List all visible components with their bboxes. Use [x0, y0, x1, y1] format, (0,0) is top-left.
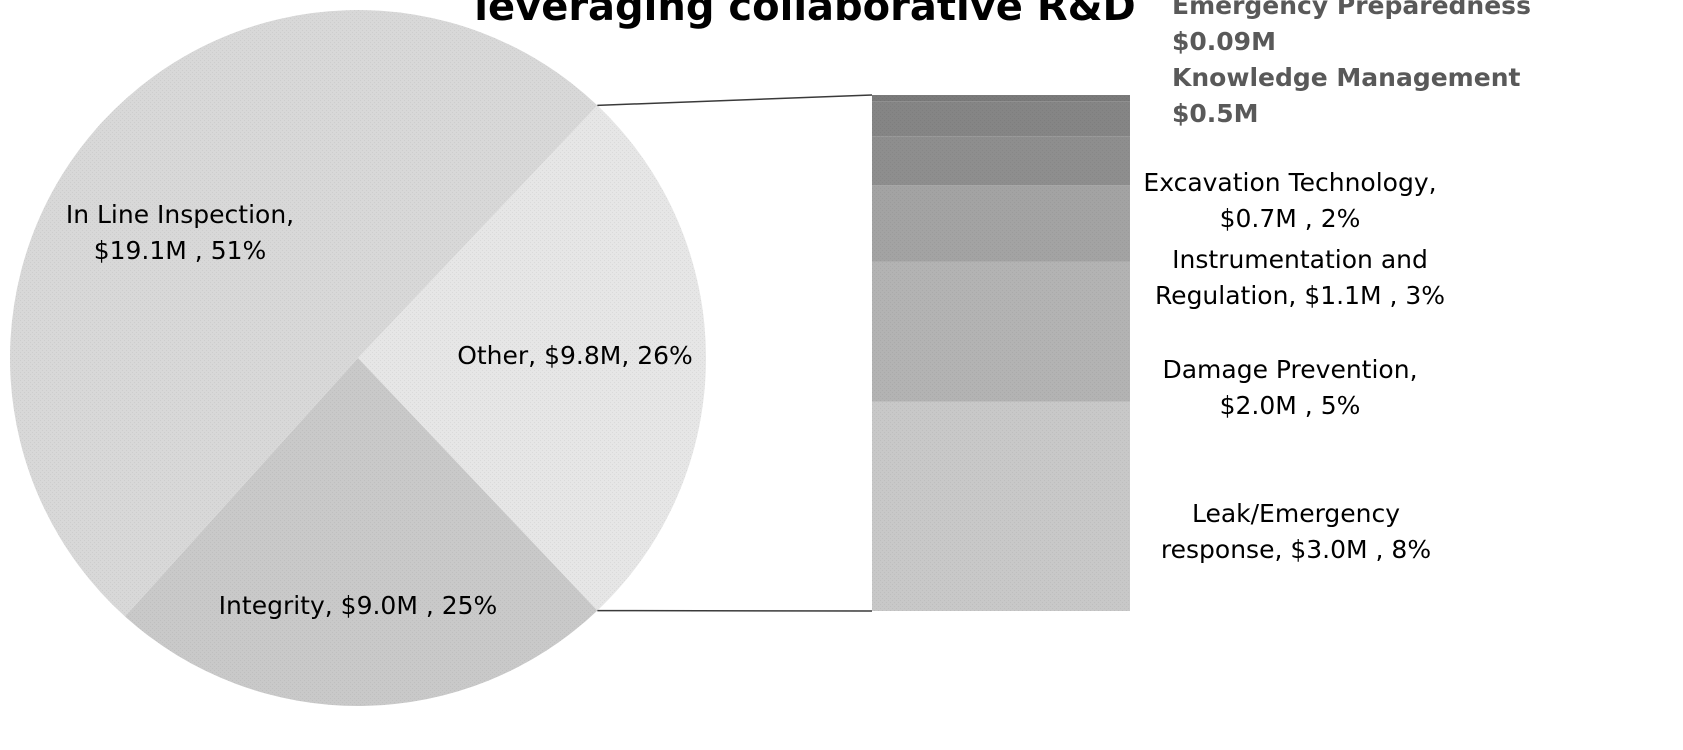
- connector-line-top: [597, 94, 873, 107]
- pie-slice-texture: [358, 105, 706, 611]
- connector-lines: [597, 94, 873, 612]
- pie-label-integrity: Integrity, $9.0M , 25%: [219, 591, 498, 620]
- bar-label-damage-prevention: Damage Prevention, $2.0M , 5%: [1162, 355, 1417, 420]
- chart-title: leveraging collaborative R&D: [474, 0, 1135, 30]
- bar-texture: [872, 95, 1130, 611]
- pie-label-other: Other, $9.8M, 26%: [457, 341, 693, 370]
- data-labels: In Line Inspection, $19.1M , 51% Other, $9…: [66, 0, 1531, 620]
- bar-label-excavation-technology: Excavation Technology, $0.7M , 2%: [1143, 168, 1436, 233]
- pie-slice-texture: [9, 9, 598, 617]
- pie-slice-texture: [124, 358, 598, 706]
- bar-label-emergency-preparedness: Emergency Preparedness $0.09M: [1172, 0, 1531, 56]
- pie: [9, 9, 706, 706]
- bar-label-knowledge-management: Knowledge Management $0.5M: [1172, 63, 1520, 128]
- pie-label-in-line-inspection: In Line Inspection, $19.1M , 51%: [66, 200, 294, 265]
- bar-label-leak-emergency-response: Leak/Emergency response, $3.0M , 8%: [1161, 499, 1431, 564]
- stacked-bar: [872, 95, 1130, 611]
- bar-label-instrumentation-and-regulation: Instrumentation and Regulation, $1.1M , 3…: [1155, 245, 1445, 310]
